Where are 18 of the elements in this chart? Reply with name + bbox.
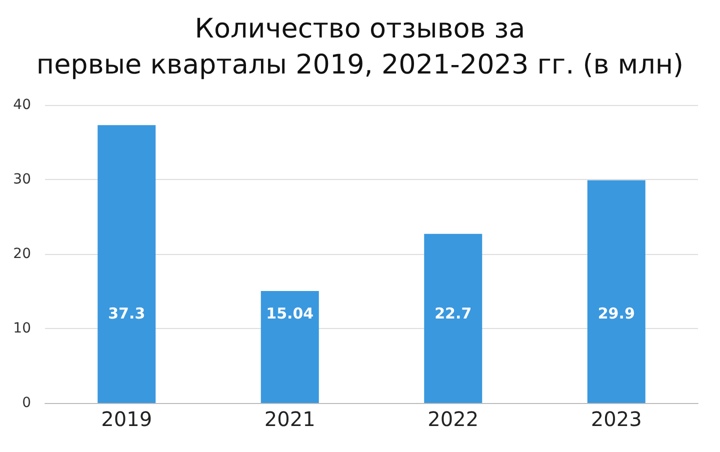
x-tick-label: 2021: [264, 407, 316, 431]
y-tick-label: 0: [22, 395, 31, 411]
bar: [260, 290, 319, 403]
x-tick-label: 2023: [590, 407, 642, 431]
data-label: 15.04: [266, 304, 314, 322]
data-label: 29.9: [598, 304, 635, 322]
x-tick-label: 2022: [428, 407, 479, 431]
data-label: 37.3: [108, 304, 146, 322]
bar: [98, 125, 156, 403]
chart-title: Количество отзывов за первые кварталы 2019, 2021-2023 гг. (в млн): [36, 14, 684, 80]
data-label: 22.7: [434, 304, 472, 322]
y-tick-label: 30: [13, 172, 31, 188]
x-tick-label: 2019: [101, 407, 152, 431]
bar: [424, 234, 482, 403]
y-tick-label: 20: [13, 246, 31, 262]
y-tick-label: 10: [13, 320, 31, 336]
y-tick-label: 40: [13, 97, 31, 113]
bar: [587, 180, 646, 403]
